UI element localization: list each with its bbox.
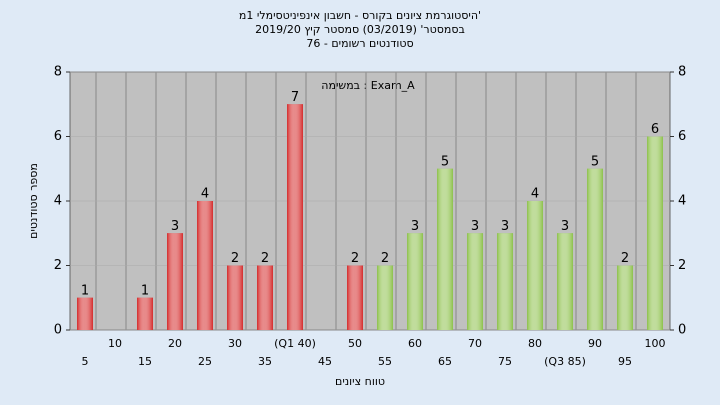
value-label: 2 (261, 251, 269, 266)
y2-tick-label: 8 (678, 65, 686, 80)
y2-tick-label: 0 (678, 323, 686, 338)
bar (257, 265, 273, 330)
value-label: 3 (501, 219, 509, 234)
value-label: 2 (381, 251, 389, 266)
value-label: 3 (171, 219, 179, 234)
y-tick-label: 6 (54, 129, 62, 144)
x-tick-label: 65 (438, 355, 452, 368)
y-axis-label: מספר סטודנטים (27, 163, 40, 239)
x-tick-label: 100 (645, 337, 666, 350)
bar (617, 265, 633, 330)
y2-tick-label: 2 (678, 258, 686, 273)
bar (77, 297, 93, 330)
y-tick-label: 4 (54, 194, 62, 209)
x-tick-label: 80 (528, 337, 542, 350)
bar (647, 136, 663, 330)
value-label: 5 (441, 154, 449, 169)
bar (527, 201, 543, 330)
x-tick-label: 45 (318, 355, 332, 368)
x-tick-label: 35 (258, 355, 272, 368)
value-label: 2 (231, 251, 239, 266)
bar (137, 297, 153, 330)
bar (227, 265, 243, 330)
value-label: 1 (81, 283, 89, 298)
x-tick-label: 30 (228, 337, 242, 350)
value-label: 6 (651, 122, 659, 137)
chart-subtitle: בסמסטר' (03/2019) סמסטר קיץ 2019/20 (255, 23, 465, 36)
x-axis-label: טווח ציונים (335, 375, 385, 388)
x-tick-label: 70 (468, 337, 482, 350)
value-label: 3 (411, 219, 419, 234)
x-tick-label: 75 (498, 355, 512, 368)
x-tick-label: 95 (618, 355, 632, 368)
value-label: 4 (201, 187, 209, 202)
chart-subtitle: סטודנטים רשומים - 76 (306, 37, 413, 50)
x-tick-label: 50 (348, 337, 362, 350)
value-label: 2 (351, 251, 359, 266)
y2-tick-label: 6 (678, 129, 686, 144)
bar (287, 104, 303, 330)
value-label: 4 (531, 187, 539, 202)
x-tick-label: 55 (378, 355, 392, 368)
bar (557, 233, 573, 330)
y-tick-label: 8 (54, 65, 62, 80)
chart-title: היסטוגרמת ציונים בקורס - חשבון אינפיניטס… (239, 9, 481, 22)
value-label: 5 (591, 154, 599, 169)
bar (167, 233, 183, 330)
value-label: 7 (291, 90, 299, 105)
x-tick-label: (Q3 85) (544, 355, 586, 368)
value-label: 3 (471, 219, 479, 234)
x-tick-label: 90 (588, 337, 602, 350)
bar (497, 233, 513, 330)
bar (407, 233, 423, 330)
x-tick-label: 15 (138, 355, 152, 368)
x-tick-label: 60 (408, 337, 422, 350)
x-tick-label: 5 (82, 355, 89, 368)
bar (197, 201, 213, 330)
bar (587, 168, 603, 330)
x-tick-label: 10 (108, 337, 122, 350)
bar (347, 265, 363, 330)
bar (437, 168, 453, 330)
value-label: 1 (141, 283, 149, 298)
annotation: במשימה : Exam_A (321, 79, 415, 92)
y2-tick-label: 4 (678, 194, 686, 209)
value-label: 2 (621, 251, 629, 266)
value-label: 3 (561, 219, 569, 234)
y-tick-label: 2 (54, 258, 62, 273)
x-tick-label: 25 (198, 355, 212, 368)
bar (377, 265, 393, 330)
x-tick-label: (Q1 40) (274, 337, 316, 350)
y-tick-label: 0 (54, 323, 62, 338)
bar (467, 233, 483, 330)
x-tick-label: 20 (168, 337, 182, 350)
